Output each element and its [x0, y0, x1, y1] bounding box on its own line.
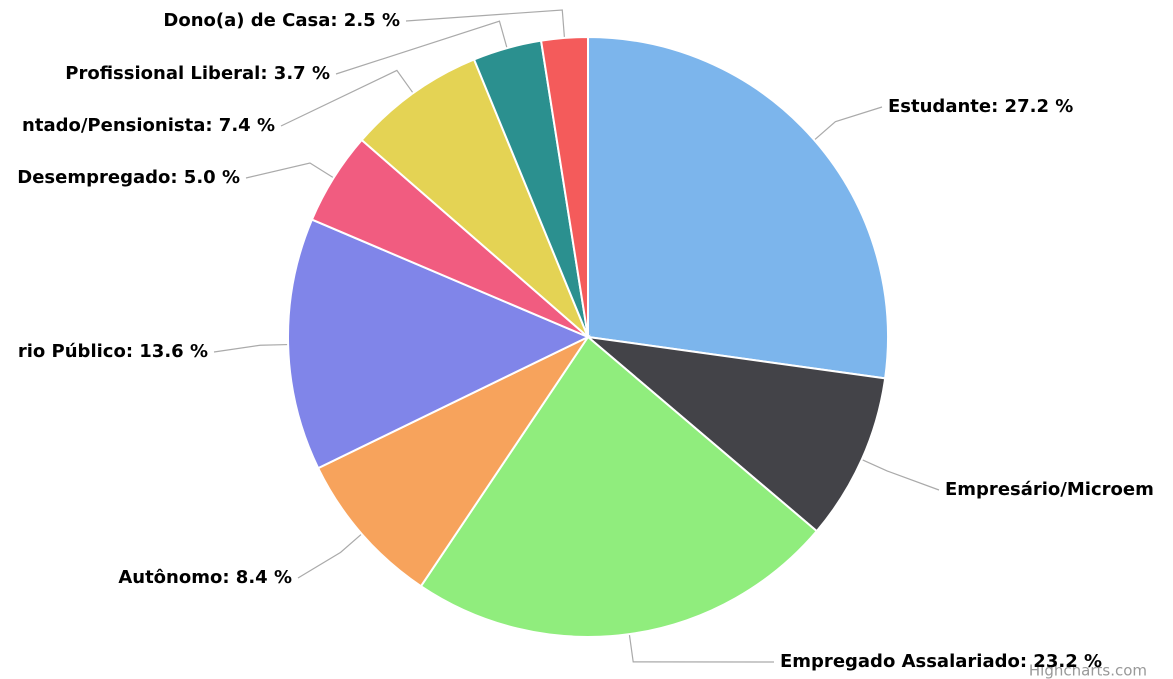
connector — [213, 343, 289, 353]
pie-slice — [539, 35, 589, 338]
data-label: Autônomo: 8.4 % — [118, 567, 292, 588]
data-label: Profissional Liberal: 3.7 % — [65, 63, 330, 84]
connector — [813, 106, 883, 141]
data-label: ntado/Pensionista: 7.4 % — [22, 115, 275, 136]
data-label: Estudante: 27.2 % — [888, 96, 1073, 117]
data-label: Empresário/Microem — [945, 479, 1154, 500]
pie-slice — [584, 335, 887, 533]
connector — [405, 9, 566, 38]
pie-slice — [316, 334, 591, 588]
pie-slice — [287, 218, 591, 470]
connector — [861, 459, 940, 491]
pie-slice — [360, 58, 589, 338]
connector — [297, 533, 363, 579]
connector — [245, 162, 335, 179]
data-label: Empregado Assalariado: 23.2 % — [780, 651, 1102, 672]
pie-slice — [419, 335, 819, 638]
connector — [628, 634, 775, 663]
data-label: Dono(a) de Casa: 2.5 % — [163, 10, 400, 31]
data-label: rio Público: 13.6 % — [18, 341, 208, 362]
connector — [335, 20, 508, 75]
pie-slice — [587, 35, 889, 380]
credits: Highcharts.com — [1029, 662, 1147, 679]
connector — [280, 69, 414, 127]
data-label: Desempregado: 5.0 % — [17, 167, 240, 188]
